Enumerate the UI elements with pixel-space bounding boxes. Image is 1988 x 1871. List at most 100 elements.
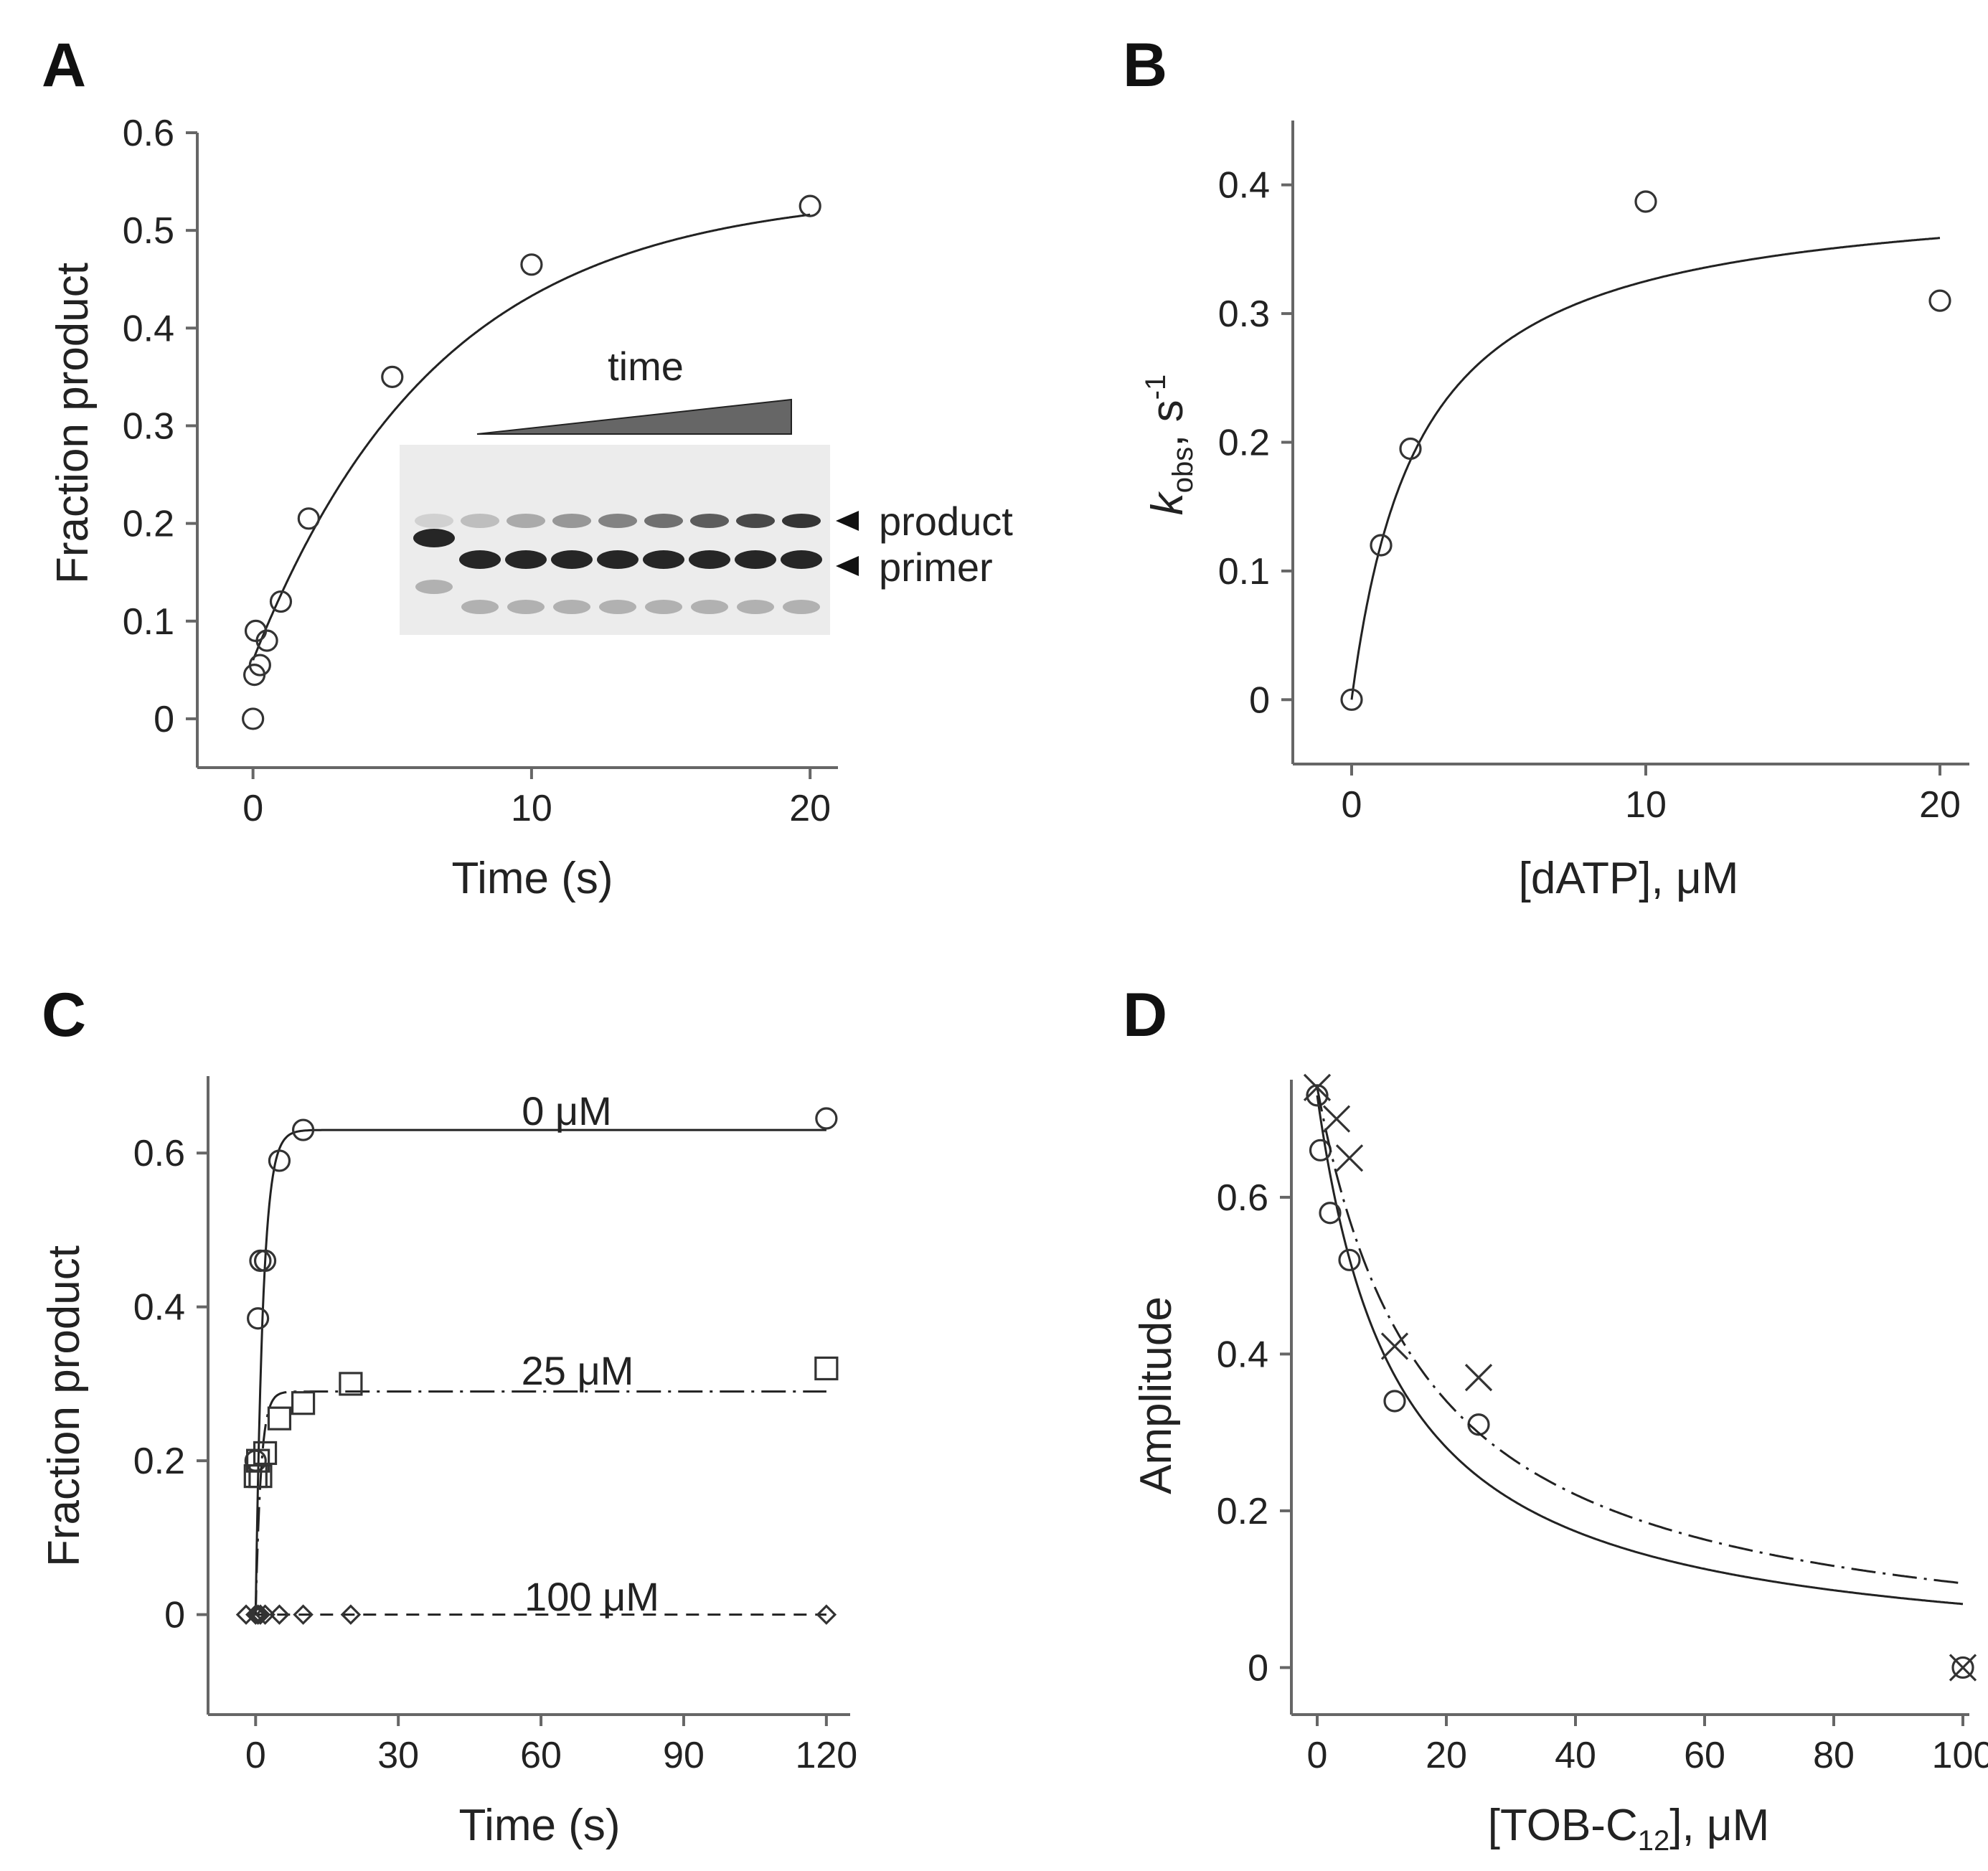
a-x-tick-label: 0 xyxy=(242,788,263,829)
a-x-tick-label: 10 xyxy=(511,788,552,829)
b-data-point xyxy=(1370,534,1393,557)
d-data-point xyxy=(1335,1144,1364,1172)
gel-band-lower xyxy=(691,600,728,614)
c-data-point xyxy=(253,1249,277,1272)
d-data-point xyxy=(1949,1654,1977,1682)
a-data-point xyxy=(269,590,293,613)
c-data-point xyxy=(293,1604,314,1625)
panel-label-a: A xyxy=(42,31,86,100)
gel-band-product xyxy=(461,514,499,528)
gel-band-lower xyxy=(737,600,774,614)
c-data-point xyxy=(267,1406,292,1431)
c-x-tick-label: 90 xyxy=(663,1735,705,1776)
b-y-tick-label: 0.2 xyxy=(1218,423,1270,464)
c-y-tick-label: 0.2 xyxy=(133,1441,185,1482)
b-data-point xyxy=(1634,190,1657,213)
gel-band-primer xyxy=(505,550,547,569)
a-data-point xyxy=(381,365,404,388)
c-data-point xyxy=(339,1372,363,1396)
d-xlabel-main: [TOB-C xyxy=(1488,1801,1638,1850)
b-y-tick-label: 0.3 xyxy=(1218,293,1270,335)
a-data-point xyxy=(248,654,271,677)
c-data-point xyxy=(291,1118,315,1141)
gel-product-label: product xyxy=(879,499,1013,544)
gel-band-lower xyxy=(553,600,590,614)
a-data-point xyxy=(520,253,543,276)
c-x-tick-label: 120 xyxy=(795,1735,857,1776)
d-fit-curve-0 xyxy=(1316,1095,1964,1606)
product-arrow-icon xyxy=(836,511,859,531)
gel-band-primer xyxy=(459,550,501,569)
a-fit-curve xyxy=(252,213,811,661)
a-y-tick-label: 0.3 xyxy=(123,405,174,447)
gel-inset: time product primer xyxy=(400,344,1013,635)
c-data-point xyxy=(268,1149,291,1172)
d-data-point xyxy=(1383,1390,1406,1413)
d-y-tick-label: 0.6 xyxy=(1217,1177,1268,1219)
gel-image xyxy=(400,445,830,635)
c-data-point xyxy=(245,1604,266,1625)
c-y-tick-label: 0.4 xyxy=(133,1287,185,1329)
d-data-point xyxy=(1464,1364,1493,1392)
d-xlabel: [TOB-C12], μM xyxy=(1488,1801,1770,1857)
gel-band-primer xyxy=(735,550,776,569)
a-y-tick-label: 0.2 xyxy=(123,504,174,545)
a-data-point xyxy=(297,507,320,530)
a-data-point xyxy=(255,629,278,652)
gel-band-primer xyxy=(413,529,455,547)
chart-c: 0 30 60 90 120 0 0.2 0.4 0.6 xyxy=(133,1076,857,1776)
d-data-point xyxy=(1951,1656,1974,1679)
d-y-tick-label: 0.2 xyxy=(1217,1491,1268,1532)
chart-b: 0 10 20 0 0.1 0.2 0.3 0.4 xyxy=(1218,121,1969,826)
b-fit-curve xyxy=(1350,237,1941,700)
c-data-point xyxy=(815,1107,838,1130)
b-ylabel: kobs, s-1 xyxy=(1140,374,1199,516)
c-x-tick-label: 30 xyxy=(377,1735,419,1776)
a-data-point xyxy=(242,707,265,730)
d-data-point xyxy=(1319,1202,1342,1225)
a-data-point xyxy=(799,194,821,217)
d-y-tick-label: 0 xyxy=(1248,1647,1268,1689)
c-y-tick-label: 0 xyxy=(164,1595,185,1636)
panel-label-d: D xyxy=(1123,981,1167,1050)
gel-band-primer xyxy=(781,550,822,569)
c-y-tick-label: 0.6 xyxy=(133,1133,185,1174)
time-wedge xyxy=(476,398,792,435)
d-data-point xyxy=(1338,1248,1361,1271)
c-data-point xyxy=(816,1604,837,1625)
gel-band-product xyxy=(507,514,545,528)
c-data-point xyxy=(253,1441,278,1466)
d-data-point xyxy=(1322,1105,1351,1133)
gel-band-primer xyxy=(551,550,593,569)
d-fit-curve-1 xyxy=(1316,1087,1964,1585)
c-x-tick-label: 0 xyxy=(245,1735,266,1776)
gel-primer-label: primer xyxy=(879,545,993,590)
panel-label-b: B xyxy=(1123,31,1167,100)
d-data-point xyxy=(1309,1139,1332,1161)
c-data-point xyxy=(248,1604,268,1625)
d-data-point xyxy=(1306,1084,1329,1107)
c-data-point xyxy=(269,1604,290,1625)
gel-band-product xyxy=(552,514,591,528)
d-data-point xyxy=(1303,1073,1332,1102)
d-x-tick-label: 80 xyxy=(1813,1735,1855,1776)
b-y-tick-label: 0.4 xyxy=(1218,165,1270,207)
b-xlabel: [dATP], μM xyxy=(1519,854,1739,903)
c-x-tick-label: 60 xyxy=(520,1735,562,1776)
gel-bands xyxy=(413,514,822,614)
d-y-tick-label: 0.4 xyxy=(1217,1334,1268,1375)
b-x-tick-label: 20 xyxy=(1919,784,1961,826)
gel-band-product xyxy=(690,514,729,528)
a-y-tick-label: 0.1 xyxy=(123,601,174,643)
gel-band-lower xyxy=(461,600,499,614)
d-xlabel-tail: ], μM xyxy=(1669,1801,1769,1850)
c-xlabel: Time (s) xyxy=(459,1801,621,1850)
c-data-point xyxy=(247,1307,270,1330)
b-data-point xyxy=(1928,289,1951,312)
d-x-tick-label: 40 xyxy=(1555,1735,1596,1776)
gel-band-lower xyxy=(415,580,453,594)
b-ylabel-obs: obs xyxy=(1167,447,1199,494)
gel-band-primer xyxy=(643,550,684,569)
c-ylabel: Fraction product xyxy=(39,1245,89,1567)
